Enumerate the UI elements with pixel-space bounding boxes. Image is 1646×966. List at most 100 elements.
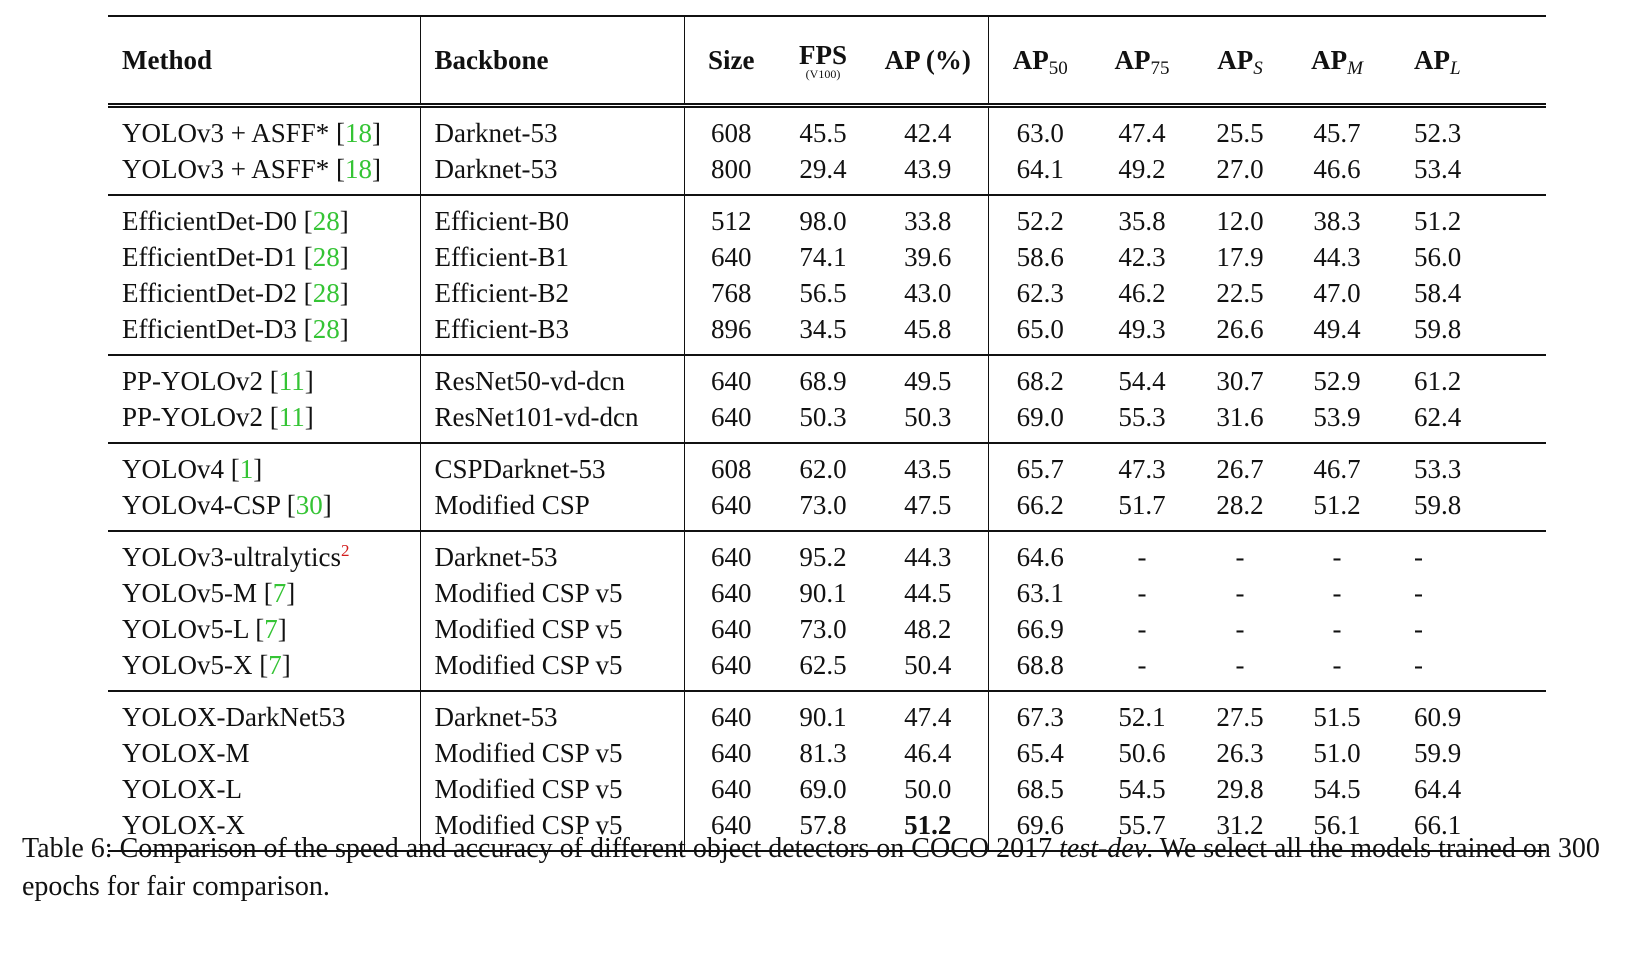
citation-close: ]: [286, 578, 296, 608]
header-ap50-sub: 50: [1048, 57, 1068, 79]
table-row: YOLOv3-ultralytics2 Darknet-53 640 95.2 44.3…: [108, 531, 1546, 575]
citation-link[interactable]: 30: [295, 490, 323, 520]
cell-method: YOLOX-DarkNet53: [108, 691, 421, 735]
table-row: PP-YOLOv2 [11] ResNet101-vd-dcn 640 50.3 50.…: [108, 399, 1546, 443]
cell-apm: -: [1332, 650, 1342, 680]
cell-fps: 50.3: [799, 402, 847, 432]
citation-close: ]: [322, 490, 332, 520]
cell-fps: 45.5: [799, 118, 847, 148]
row-group: YOLOv4 [1] CSPDarknet-53 608 62.0 43.5 65.7 47…: [108, 443, 1546, 531]
cell-ap75: 51.7: [1118, 490, 1166, 520]
cell-apm: 45.7: [1313, 118, 1361, 148]
cell-ap50: 68.5: [1016, 774, 1064, 804]
method-name: YOLOv4-CSP [: [122, 490, 296, 520]
table-row: YOLOv4 [1] CSPDarknet-53 608 62.0 43.5 65.7 47…: [108, 443, 1546, 487]
cell-backbone: Modified CSP: [420, 487, 685, 531]
cell-aps: -: [1235, 614, 1245, 644]
cell-ap: 43.9: [868, 151, 989, 195]
cell-apm: 38.3: [1313, 206, 1361, 236]
cell-fps: 29.4: [799, 154, 847, 184]
method-name: EfficientDet-D3 [: [122, 314, 313, 344]
header-ap75-sub: 75: [1150, 57, 1170, 79]
cell-apl: -: [1414, 542, 1423, 572]
cell-ap50: 65.0: [1016, 314, 1064, 344]
citation-link[interactable]: 28: [312, 314, 340, 344]
cell-ap75: -: [1137, 542, 1147, 572]
header-method: Method: [108, 16, 421, 106]
table-row: YOLOX-DarkNet53 Darknet-53 640 90.1 47.4 67.3…: [108, 691, 1546, 735]
cell-size: 768: [711, 278, 752, 308]
cell-size: 800: [711, 154, 752, 184]
cell-ap50: 69.6: [1016, 810, 1064, 840]
cell-ap50: 64.6: [1016, 542, 1064, 572]
method-name: YOLOv3 + ASFF* [: [122, 154, 346, 184]
cell-size: 608: [711, 454, 752, 484]
cell-ap: 44.3: [868, 531, 989, 575]
cell-ap75: 35.8: [1118, 206, 1166, 236]
cell-method: YOLOv3 + ASFF* [18]: [108, 151, 421, 195]
cell-fps: 74.1: [799, 242, 847, 272]
citation-close: ]: [304, 402, 314, 432]
method-name: YOLOX-X: [122, 810, 245, 840]
cell-ap50: 67.3: [1016, 702, 1064, 732]
cell-size: 640: [711, 702, 752, 732]
cell-apm: 52.9: [1313, 366, 1361, 396]
cell-ap: 47.4: [868, 691, 989, 735]
cell-fps: 81.3: [799, 738, 847, 768]
citation-link[interactable]: 7: [264, 614, 278, 644]
cell-size: 608: [711, 118, 752, 148]
cell-ap50: 65.4: [1016, 738, 1064, 768]
cell-backbone: Modified CSP v5: [420, 771, 685, 807]
cell-fps: 95.2: [799, 542, 847, 572]
cell-apm: 46.7: [1313, 454, 1361, 484]
method-name: PP-YOLOv2 [: [122, 402, 279, 432]
method-name: YOLOv5-X [: [122, 650, 269, 680]
table-row: YOLOX-L Modified CSP v5 640 69.0 50.0 68.5 54.…: [108, 771, 1546, 807]
cell-size: 640: [711, 542, 752, 572]
header-apm-sub: M: [1347, 57, 1363, 79]
header-ap: AP (%): [868, 16, 989, 106]
cell-size: 640: [711, 774, 752, 804]
cell-backbone: Modified CSP v5: [420, 807, 685, 851]
cell-apl: 56.0: [1414, 242, 1462, 272]
cell-ap50: 52.2: [1016, 206, 1064, 236]
cell-apl: 61.2: [1414, 366, 1462, 396]
method-name: YOLOX-M: [122, 738, 250, 768]
citation-link[interactable]: 1: [239, 454, 254, 484]
citation-link[interactable]: 18: [345, 118, 373, 148]
cell-ap75: 54.5: [1118, 774, 1166, 804]
cell-ap75: 55.7: [1118, 810, 1166, 840]
citation-link[interactable]: 28: [312, 242, 340, 272]
cell-apm: 44.3: [1313, 242, 1361, 272]
citation-link[interactable]: 18: [345, 154, 373, 184]
row-group: PP-YOLOv2 [11] ResNet50-vd-dcn 640 68.9 49.5…: [108, 355, 1546, 443]
cell-apl: 53.4: [1414, 154, 1462, 184]
cell-fps: 98.0: [799, 206, 847, 236]
method-name: EfficientDet-D1 [: [122, 242, 313, 272]
cell-aps: -: [1235, 650, 1245, 680]
cell-size: 640: [711, 810, 752, 840]
cell-backbone: Darknet-53: [420, 105, 685, 151]
citation-link[interactable]: 28: [312, 278, 340, 308]
cell-backbone: Efficient-B1: [420, 239, 685, 275]
citation-close: ]: [253, 454, 263, 484]
cell-method: EfficientDet-D3 [28]: [108, 311, 421, 355]
citation-link[interactable]: 7: [268, 650, 282, 680]
citation-link[interactable]: 11: [278, 402, 305, 432]
cell-ap: 43.5: [868, 443, 989, 487]
citation-link[interactable]: 11: [278, 366, 305, 396]
citation-close: ]: [339, 206, 349, 236]
header-aps-base: AP: [1217, 44, 1254, 75]
header-ap50-base: AP: [1012, 44, 1049, 75]
table-row: EfficientDet-D2 [28] Efficient-B2 768 56.5 4…: [108, 275, 1546, 311]
citation-link[interactable]: 28: [312, 206, 340, 236]
cell-method: YOLOX-L: [108, 771, 421, 807]
cell-ap50: 58.6: [1016, 242, 1064, 272]
citation-close: ]: [277, 614, 287, 644]
cell-ap75: 47.3: [1118, 454, 1166, 484]
citation-link[interactable]: 7: [272, 578, 287, 608]
cell-apl: 62.4: [1414, 402, 1462, 432]
footnote-marker[interactable]: 2: [340, 541, 350, 560]
table-row: YOLOv5-M [7] Modified CSP v5 640 90.1 44.5 63…: [108, 575, 1546, 611]
cell-apl: 51.2: [1414, 206, 1462, 236]
